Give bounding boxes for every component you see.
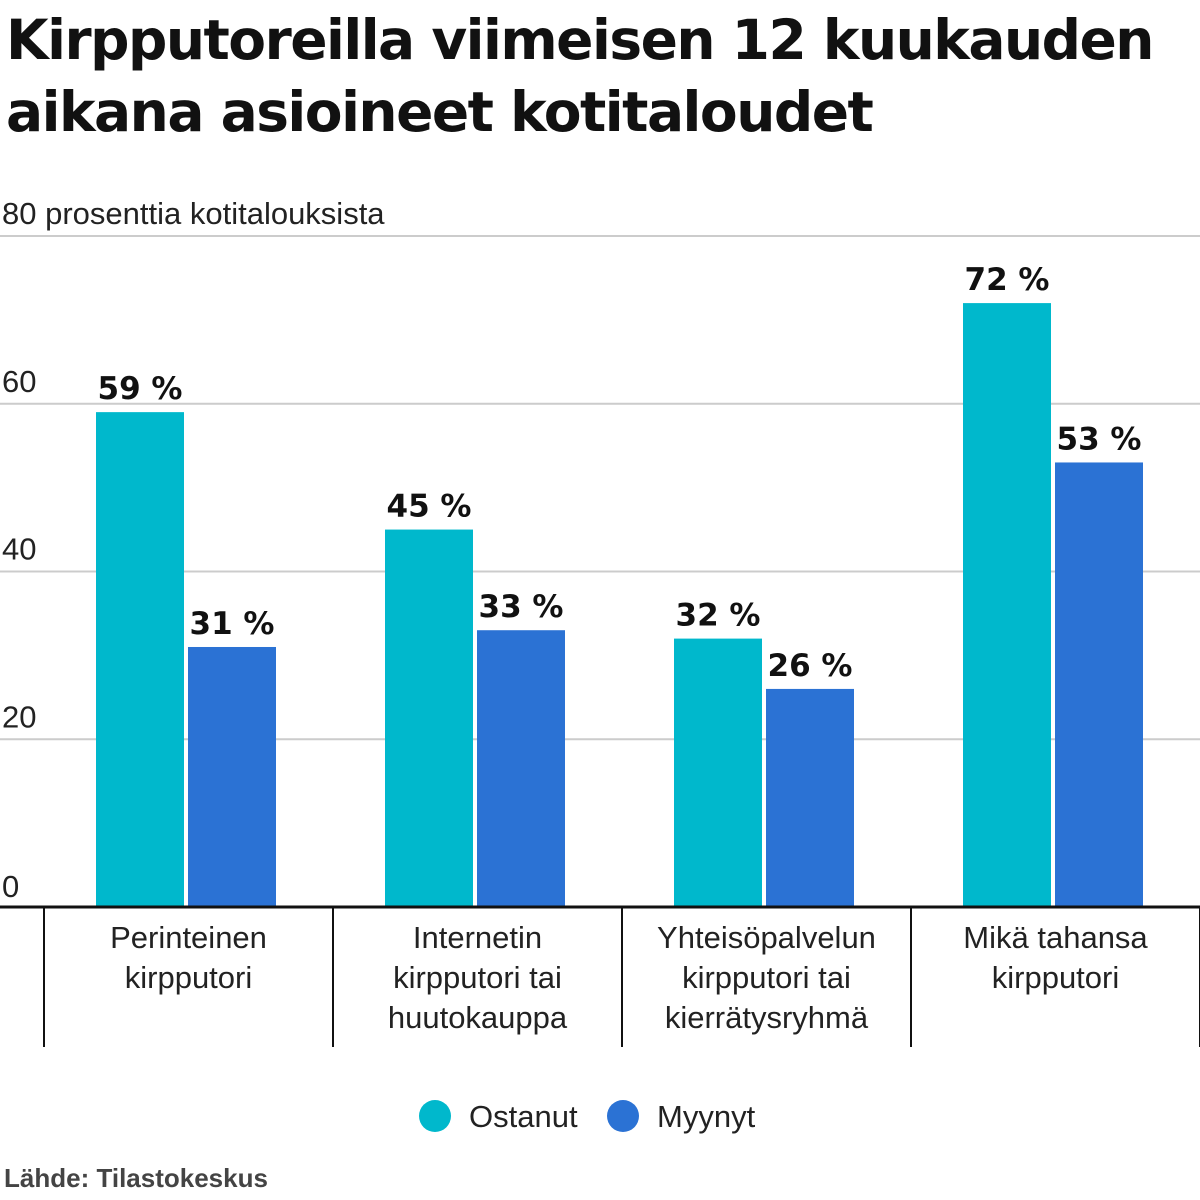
legend-marker-ostanut	[419, 1100, 451, 1132]
category-label: kirpputori tai	[682, 960, 851, 995]
value-label: 32 %	[676, 598, 761, 634]
category-label: Mikä tahansa	[963, 920, 1148, 955]
y-tick-label: 0	[2, 869, 19, 904]
category-label: Yhteisöpalvelun	[657, 920, 876, 955]
y-axis-title: 80 prosenttia kotitalouksista	[2, 196, 385, 231]
value-labels: 59 % 31 % 45 % 33 % 32 %26 % 72 % 53 %	[98, 262, 1142, 684]
category-label: kirpputori tai	[393, 960, 562, 995]
bar-myynyt	[188, 646, 276, 907]
value-label: 33 %	[479, 589, 564, 625]
y-tick-label: 20	[2, 699, 36, 734]
bar-myynyt	[766, 688, 854, 907]
legend-label-ostanut: Ostanut	[469, 1099, 578, 1134]
value-label: 53 %	[1057, 421, 1142, 457]
category-label: kirpputori	[125, 960, 253, 995]
category-label: Internetin	[413, 920, 542, 955]
source-note: Lähde: Tilastokeskus	[4, 1163, 268, 1193]
category-label: kirpputori	[992, 960, 1120, 995]
legend-label-myynyt: Myynyt	[657, 1099, 756, 1134]
legend-marker-myynyt	[607, 1100, 639, 1132]
category-label: huutokauppa	[388, 1000, 568, 1035]
value-label: 26 %	[768, 648, 853, 684]
bar-ostanut	[674, 638, 762, 907]
value-label: 45 %	[387, 489, 472, 525]
bar-ostanut	[96, 412, 184, 907]
chart-title: Kirpputoreilla viimeisen 12 kuukauden ai…	[6, 8, 1154, 144]
value-label: 72 %	[965, 262, 1050, 298]
y-tick-label: 40	[2, 532, 36, 567]
category-label: Perinteinen	[110, 920, 267, 955]
bar-ostanut	[963, 303, 1051, 908]
bar-ostanut	[385, 529, 473, 907]
value-label: 31 %	[190, 606, 275, 642]
category-label: kierrätysryhmä	[665, 1000, 869, 1035]
value-label: 59 %	[98, 371, 183, 407]
x-axis: Perinteinen kirpputori Internetin kirpputor…	[0, 905, 1200, 1047]
bar-myynyt	[477, 630, 565, 907]
y-tick-label: 60	[2, 364, 36, 399]
bars	[96, 303, 1143, 908]
bar-myynyt	[1055, 462, 1143, 907]
legend: Ostanut Myynyt	[419, 1099, 756, 1134]
